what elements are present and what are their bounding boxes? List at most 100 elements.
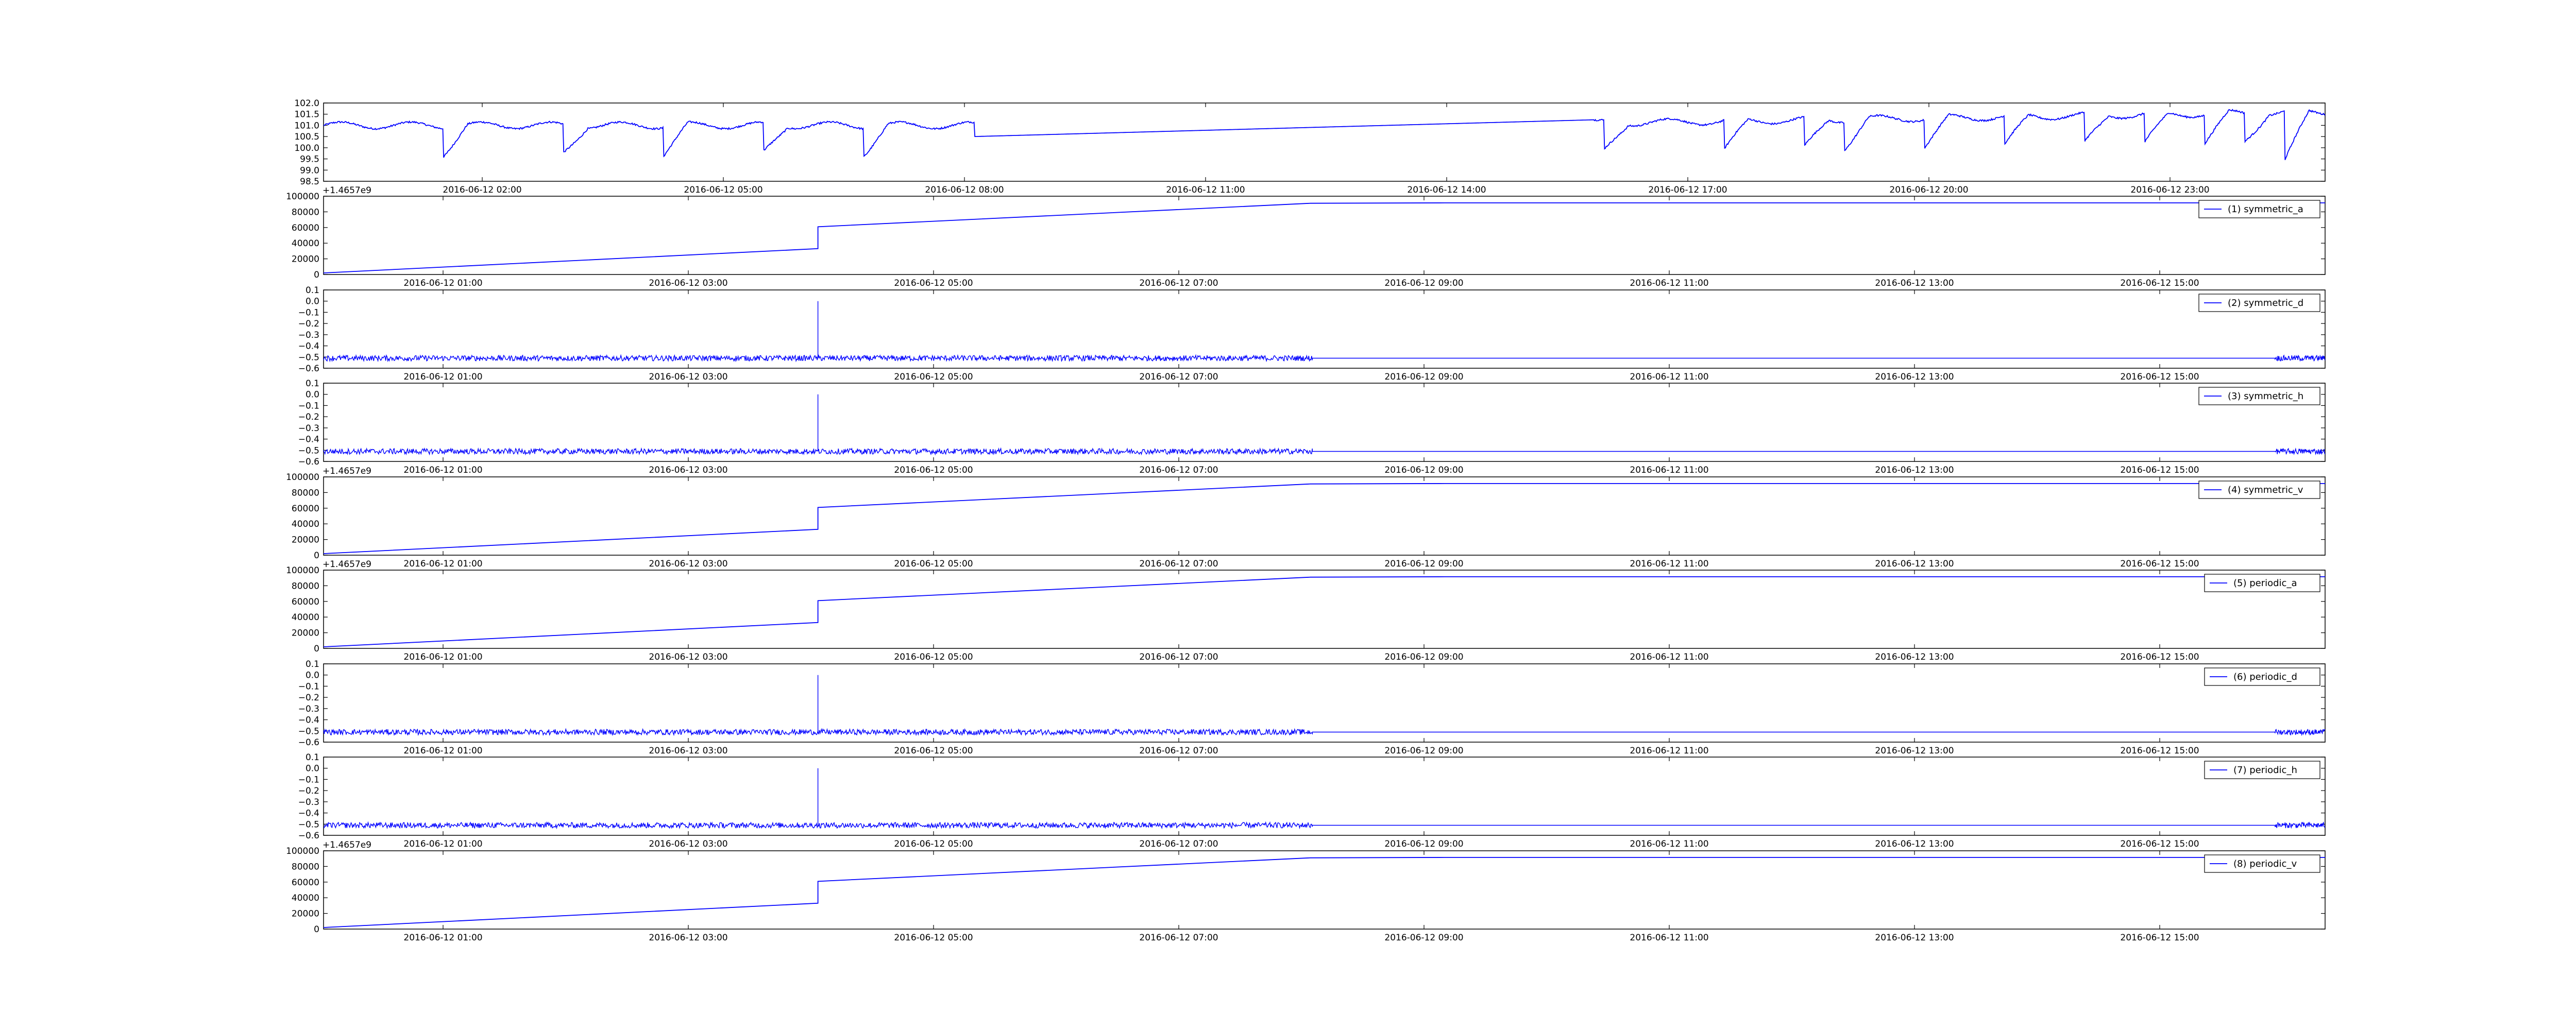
axes-frame <box>323 196 2326 275</box>
legend-label: (6) periodic_d <box>2233 672 2297 682</box>
legend-label: (8) periodic_v <box>2233 859 2297 869</box>
y-tick-label: 60000 <box>292 504 319 514</box>
x-tick-label: 2016-06-12 05:00 <box>894 933 973 943</box>
x-tick-label: 2016-06-12 11:00 <box>1630 839 1708 849</box>
x-tick-label: 2016-06-12 15:00 <box>2120 652 2199 662</box>
x-tick-label: 2016-06-12 09:00 <box>1384 465 1463 475</box>
y-tick-label: 80000 <box>292 581 319 591</box>
legend-label: (1) symmetric_a <box>2228 204 2303 215</box>
axes-frame <box>323 289 2326 369</box>
y-tick-label: −0.3 <box>298 704 319 714</box>
series-line <box>323 202 2325 273</box>
y-tick-label: −0.4 <box>298 809 319 819</box>
y-tick-label: 60000 <box>292 878 319 888</box>
x-tick-label: 2016-06-12 11:00 <box>1630 372 1708 382</box>
y-tick-label: 100000 <box>286 192 319 202</box>
y-tick-label: 40000 <box>292 519 319 529</box>
y-tick-label: −0.3 <box>298 423 319 434</box>
legend-label: (2) symmetric_d <box>2228 298 2303 308</box>
y-tick-label: −0.2 <box>298 319 319 329</box>
subplot-2: 100000 80000 60000 40000 20000 0 2016-06-12 01… <box>286 185 2326 288</box>
x-tick-label: 2016-06-12 03:00 <box>649 652 727 662</box>
y-tick-label: −0.6 <box>298 831 319 841</box>
x-tick-label: 2016-06-12 03:00 <box>649 372 727 382</box>
y-tick-label: 0 <box>314 924 319 935</box>
y-tick-label: 0 <box>314 644 319 654</box>
x-tick-label: 2016-06-12 13:00 <box>1875 278 1954 288</box>
x-tick-label: 2016-06-12 15:00 <box>2120 559 2199 569</box>
y-tick-label: 0.1 <box>306 379 319 389</box>
axes-frame <box>323 663 2326 743</box>
x-tick-label: 2016-06-12 05:00 <box>894 278 973 288</box>
x-tick-label: 2016-06-12 13:00 <box>1875 652 1954 662</box>
series-line <box>323 109 2326 160</box>
subplot-5: 100000 80000 60000 40000 20000 0 2016-06-12 01… <box>286 466 2326 569</box>
series-line <box>323 857 2325 928</box>
x-tick-label: 2016-06-12 13:00 <box>1875 839 1954 849</box>
y-tick-label: −0.1 <box>298 775 319 785</box>
x-tick-label: 2016-06-12 13:00 <box>1875 933 1954 943</box>
y-tick-label: −0.5 <box>298 819 319 830</box>
y-tick-label: −0.2 <box>298 693 319 703</box>
y-tick-label: −0.2 <box>298 412 319 422</box>
y-offset-label: +1.4657e9 <box>323 185 371 196</box>
subplot-8: 0.10.0−0.1−0.2−0.3−0.4−0.5−0.6 2016-06-12… <box>298 752 2326 849</box>
y-tick-label: 100000 <box>286 565 319 576</box>
y-tick-label: 60000 <box>292 223 319 233</box>
x-tick-label: 2016-06-12 05:00 <box>894 839 973 849</box>
y-offset-label: +1.4657e9 <box>323 840 371 850</box>
y-tick-label: 101.5 <box>294 110 319 120</box>
x-tick-label: 2016-06-12 01:00 <box>403 372 482 382</box>
x-tick-label: 2016-06-12 20:00 <box>1889 185 1968 195</box>
x-tick-label: 2016-06-12 07:00 <box>1139 559 1218 569</box>
x-tick-label: 2016-06-12 03:00 <box>649 839 727 849</box>
x-tick-label: 2016-06-12 23:00 <box>2130 185 2209 195</box>
y-tick-label: 0.0 <box>306 671 319 681</box>
y-tick-label: 100000 <box>286 472 319 483</box>
x-tick-label: 2016-06-12 01:00 <box>403 559 482 569</box>
axes-frame <box>323 570 2326 649</box>
y-tick-label: 101.0 <box>294 121 319 131</box>
subplot-7: 0.10.0−0.1−0.2−0.3−0.4−0.5−0.6 2016-06-12… <box>298 659 2326 756</box>
y-tick-label: 0.1 <box>306 659 319 670</box>
axes-frame <box>323 102 2326 182</box>
x-tick-label: 2016-06-12 01:00 <box>403 465 482 475</box>
x-tick-label: 2016-06-12 15:00 <box>2120 933 2199 943</box>
x-tick-label: 2016-06-12 05:00 <box>894 372 973 382</box>
y-tick-label: −0.6 <box>298 364 319 374</box>
y-tick-label: 98.5 <box>300 177 319 187</box>
y-tick-label: 20000 <box>292 535 319 545</box>
x-tick-label: 2016-06-12 07:00 <box>1139 746 1218 756</box>
y-tick-label: 100.0 <box>294 143 319 153</box>
x-tick-label: 2016-06-12 03:00 <box>649 278 727 288</box>
x-tick-label: 2016-06-12 03:00 <box>649 559 727 569</box>
series-line <box>323 394 2326 456</box>
x-tick-label: 2016-06-12 11:00 <box>1630 652 1708 662</box>
y-tick-label: −0.1 <box>298 681 319 692</box>
x-tick-label: 2016-06-12 11:00 <box>1630 278 1708 288</box>
x-tick-label: 2016-06-12 15:00 <box>2120 746 2199 756</box>
y-tick-label: 0 <box>314 551 319 561</box>
series-line <box>323 768 2326 830</box>
y-tick-label: 100000 <box>286 846 319 856</box>
y-tick-label: 40000 <box>292 612 319 623</box>
legend-label: (4) symmetric_v <box>2228 485 2303 495</box>
x-tick-label: 2016-06-12 07:00 <box>1139 278 1218 288</box>
x-tick-label: 2016-06-12 07:00 <box>1139 839 1218 849</box>
x-tick-label: 2016-06-12 15:00 <box>2120 278 2199 288</box>
legend-label: (5) periodic_a <box>2233 578 2297 589</box>
y-tick-label: −0.5 <box>298 445 319 456</box>
x-tick-label: 2016-06-12 05:00 <box>894 746 973 756</box>
x-tick-label: 2016-06-12 09:00 <box>1384 278 1463 288</box>
y-tick-label: −0.2 <box>298 786 319 796</box>
y-tick-label: 99.0 <box>300 165 319 176</box>
x-tick-label: 2016-06-12 13:00 <box>1875 746 1954 756</box>
x-tick-label: 2016-06-12 14:00 <box>1407 185 1486 195</box>
y-tick-label: 80000 <box>292 207 319 217</box>
series-line <box>323 483 2325 554</box>
x-tick-label: 2016-06-12 05:00 <box>684 185 762 195</box>
x-tick-label: 2016-06-12 01:00 <box>403 278 482 288</box>
x-tick-label: 2016-06-12 11:00 <box>1630 559 1708 569</box>
